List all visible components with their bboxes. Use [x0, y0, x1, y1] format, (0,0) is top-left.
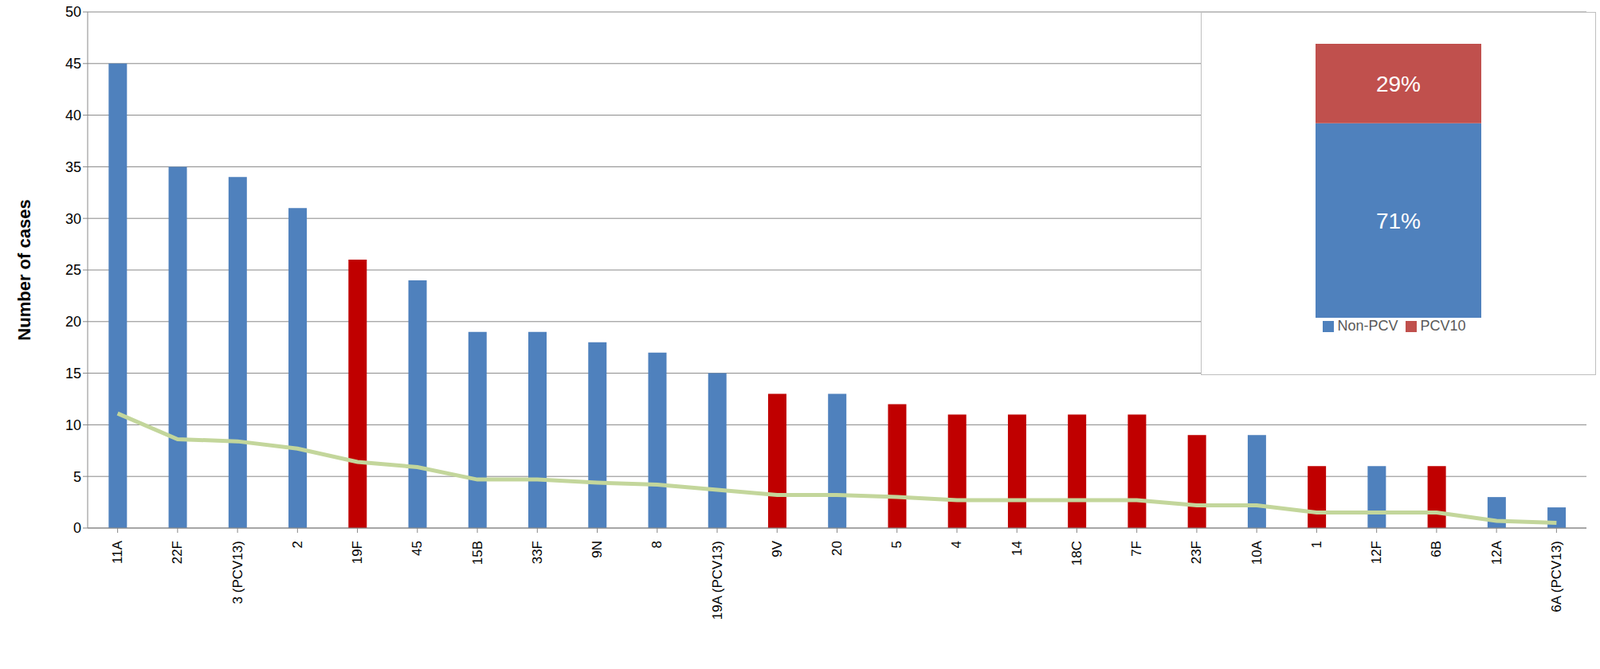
- svg-text:2: 2: [290, 541, 306, 549]
- svg-text:9N: 9N: [589, 541, 605, 559]
- svg-text:12F: 12F: [1368, 541, 1385, 565]
- svg-text:12A: 12A: [1489, 540, 1505, 565]
- svg-text:9V: 9V: [769, 540, 785, 557]
- svg-text:15B: 15B: [470, 541, 486, 565]
- svg-text:20: 20: [65, 313, 82, 330]
- svg-text:14: 14: [1009, 541, 1025, 557]
- svg-text:19A (PCV13): 19A (PCV13): [709, 541, 726, 620]
- svg-text:25: 25: [65, 262, 82, 279]
- svg-text:3 (PCV13): 3 (PCV13): [230, 541, 246, 604]
- html-text:Non-PCV: Non-PCV: [1337, 317, 1399, 334]
- svg-text:35: 35: [65, 159, 82, 176]
- svg-text:30: 30: [65, 211, 82, 228]
- svg-text:8: 8: [649, 541, 665, 549]
- svg-text:50: 50: [65, 3, 82, 20]
- svg-text:20: 20: [829, 541, 845, 557]
- svg-text:0: 0: [73, 520, 82, 537]
- svg-text:15: 15: [65, 365, 82, 382]
- svg-text:6A (PCV13): 6A (PCV13): [1549, 541, 1565, 613]
- svg-text:4: 4: [949, 541, 965, 549]
- svg-text:7F: 7F: [1129, 541, 1145, 557]
- svg-text:33F: 33F: [529, 541, 546, 565]
- svg-text:Number of cases: Number of cases: [14, 199, 35, 341]
- svg-text:5: 5: [889, 541, 905, 549]
- svg-text:11A: 11A: [109, 540, 126, 565]
- svg-text:1: 1: [1309, 541, 1325, 549]
- svg-text:10: 10: [65, 417, 82, 434]
- svg-text:29%: 29%: [1376, 71, 1421, 97]
- svg-text:22F: 22F: [169, 541, 185, 565]
- svg-text:19F: 19F: [349, 541, 365, 565]
- svg-text:40: 40: [65, 107, 82, 124]
- svg-text:23F: 23F: [1188, 541, 1204, 565]
- svg-text:18C: 18C: [1069, 541, 1085, 566]
- svg-text:10A: 10A: [1249, 540, 1265, 565]
- svg-text:45: 45: [65, 55, 82, 72]
- svg-text:5: 5: [73, 469, 82, 486]
- svg-text:6B: 6B: [1428, 541, 1444, 558]
- svg-text:71%: 71%: [1376, 208, 1421, 234]
- html-text:PCV10: PCV10: [1420, 317, 1466, 334]
- svg-text:45: 45: [409, 541, 425, 557]
